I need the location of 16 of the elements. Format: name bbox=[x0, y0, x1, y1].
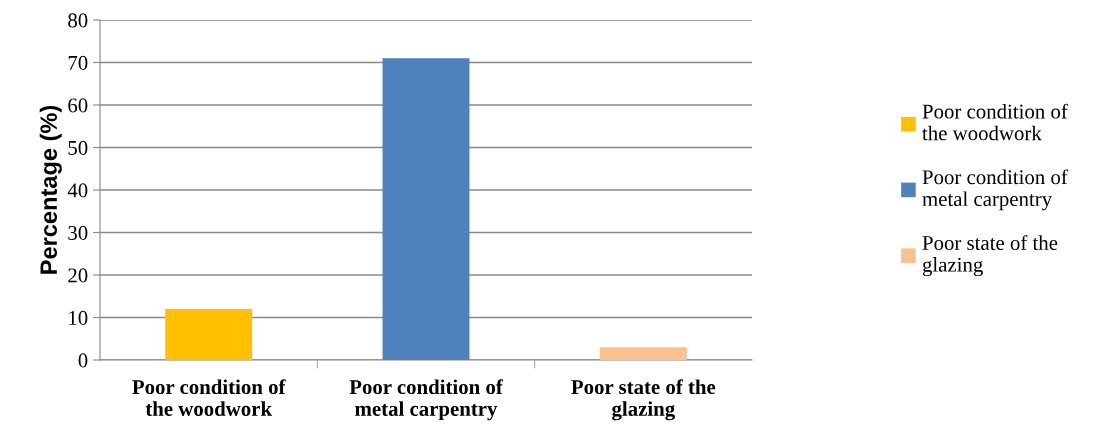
y-tick-label: 50 bbox=[68, 140, 88, 155]
y-tick-label: 20 bbox=[68, 268, 88, 283]
y-tick-label: 60 bbox=[68, 98, 88, 113]
y-tick-label: 0 bbox=[78, 353, 88, 368]
y-axis-title: Percentage (%) bbox=[39, 105, 62, 274]
y-tick-label: 40 bbox=[67, 183, 88, 198]
y-tick-label: 10 bbox=[69, 310, 88, 325]
x-tick-label: Poor state of the glazing bbox=[571, 379, 716, 421]
y-tick-label: 80 bbox=[68, 13, 88, 28]
x-tick-label: Poor condition of metal carpentry bbox=[349, 379, 503, 421]
y-tick-label: 30 bbox=[68, 225, 88, 240]
legend-label: Poor state of the glazing bbox=[922, 235, 1058, 277]
legend-label: Poor condition of metal carpentry bbox=[922, 169, 1068, 211]
y-tick-label: 70 bbox=[68, 55, 88, 70]
x-tick-label: Poor condition of the woodwork bbox=[132, 379, 286, 416]
legend-label: Poor condition of the woodwork bbox=[922, 103, 1068, 141]
